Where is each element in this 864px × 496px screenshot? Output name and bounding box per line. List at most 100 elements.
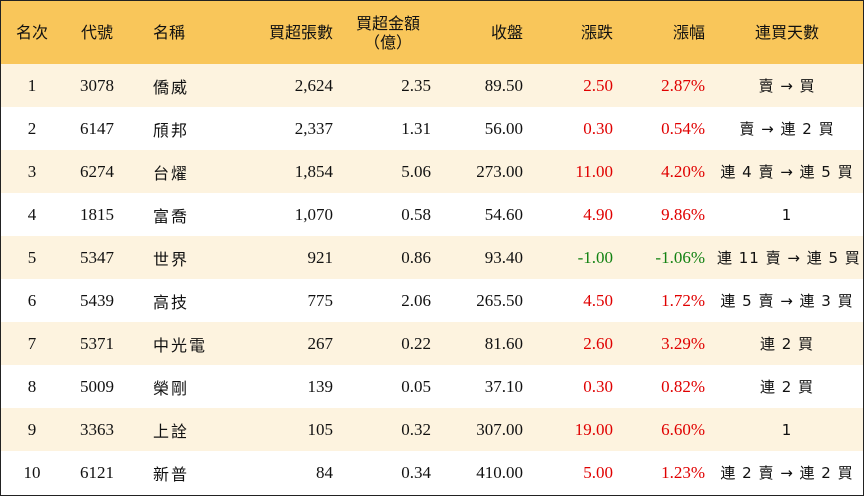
- cell-streak: 賣 → 連 2 買: [739, 120, 835, 138]
- cell-net-buy-lots: 267: [307, 333, 334, 353]
- cell-net-buy-lots: 105: [307, 419, 334, 439]
- cell-net-buy-lots: 1,854: [294, 161, 333, 181]
- cell-close: 37.10: [484, 376, 523, 396]
- cell-code: 5009: [80, 376, 114, 396]
- cell-code: 5347: [80, 247, 114, 267]
- cell-stock-name: 榮剛: [153, 378, 190, 398]
- header-net-buy-amount-line2: （億）: [363, 32, 412, 52]
- table-row: 8 5009 榮剛 139 0.05 37.10 0.30 0.82% 連 2 買: [1, 365, 863, 408]
- header-streak: 連買天數: [754, 23, 819, 42]
- cell-stock-name: 上詮: [153, 421, 190, 441]
- table-row: 6 5439 高技 775 2.06 265.50 4.50 1.72% 連 5 賣 → 連 3…: [1, 279, 863, 322]
- table-body: 1 3078 僑威 2,624 2.35 89.50 2.50 2.87% 賣 → 買 2 6147…: [1, 64, 863, 494]
- cell-close: 307.00: [476, 419, 523, 439]
- cell-rank: 10: [23, 462, 41, 482]
- table-row: 9 3363 上詮 105 0.32 307.00 19.00 6.60% 1: [1, 408, 863, 451]
- cell-rank: 5: [27, 247, 37, 267]
- cell-stock-name: 中光電: [153, 335, 208, 355]
- cell-stock-name: 頎邦: [153, 120, 190, 140]
- cell-net-buy-lots: 139: [307, 376, 334, 396]
- cell-streak: 連 2 賣 → 連 2 買: [720, 464, 854, 482]
- cell-net-buy-amount: 0.86: [401, 247, 431, 267]
- cell-code: 6147: [80, 118, 114, 138]
- cell-net-buy-amount: 1.31: [401, 118, 431, 138]
- header-net-buy-lots: 買超張數: [268, 23, 333, 42]
- header-change-pct: 漲幅: [672, 23, 705, 42]
- cell-change-pct: 0.54%: [661, 118, 705, 138]
- cell-change: 0.30: [583, 118, 613, 138]
- cell-change-pct: 1.72%: [661, 290, 705, 310]
- cell-close: 56.00: [484, 118, 523, 138]
- table-header: 名次 代號 名稱 買超張數 買超金額 （億） 收盤 漲跌 漲幅 連買天數: [1, 1, 863, 64]
- cell-code: 1815: [80, 204, 114, 224]
- cell-close: 93.40: [484, 247, 523, 267]
- cell-streak: 1: [781, 420, 793, 439]
- table-row: 1 3078 僑威 2,624 2.35 89.50 2.50 2.87% 賣 → 買: [1, 64, 863, 107]
- cell-streak: 賣 → 買: [758, 77, 816, 95]
- cell-close: 273.00: [476, 161, 523, 181]
- cell-change-pct: 4.20%: [661, 161, 705, 181]
- header-name: 名稱: [153, 23, 186, 42]
- cell-stock-name: 高技: [153, 292, 190, 312]
- cell-rank: 8: [27, 376, 37, 396]
- cell-streak: 連 11 賣 → 連 5 買: [717, 249, 861, 267]
- cell-stock-name: 富喬: [153, 206, 190, 226]
- header-net-buy-amount-line1: 買超金額: [355, 13, 420, 33]
- cell-change: 19.00: [574, 419, 613, 439]
- cell-close: 81.60: [484, 333, 523, 353]
- cell-code: 6121: [80, 462, 114, 482]
- cell-code: 5371: [80, 333, 114, 353]
- cell-change: -1.00: [577, 247, 613, 267]
- table-row: 2 6147 頎邦 2,337 1.31 56.00 0.30 0.54% 賣 → 連 2 買: [1, 107, 863, 150]
- cell-rank: 2: [27, 118, 37, 138]
- cell-stock-name: 世界: [153, 249, 190, 269]
- cell-net-buy-amount: 0.05: [401, 376, 431, 396]
- table-row: 4 1815 富喬 1,070 0.58 54.60 4.90 9.86% 1: [1, 193, 863, 236]
- cell-net-buy-amount: 0.22: [401, 333, 431, 353]
- cell-net-buy-lots: 1,070: [294, 204, 333, 224]
- cell-net-buy-amount: 0.34: [401, 462, 431, 482]
- cell-change-pct: 1.23%: [661, 462, 705, 482]
- cell-streak: 連 5 賣 → 連 3 買: [720, 292, 854, 310]
- cell-close: 265.50: [476, 290, 523, 310]
- cell-streak: 1: [781, 205, 793, 224]
- header-rank: 名次: [15, 23, 48, 42]
- cell-net-buy-lots: 84: [316, 462, 333, 482]
- header-row: 名次 代號 名稱 買超張數 買超金額 （億） 收盤 漲跌 漲幅 連買天數: [1, 1, 863, 64]
- cell-rank: 7: [27, 333, 37, 353]
- cell-change-pct: -1.06%: [655, 247, 705, 267]
- cell-change-pct: 3.29%: [661, 333, 705, 353]
- cell-change: 4.90: [583, 204, 613, 224]
- cell-change: 0.30: [583, 376, 613, 396]
- cell-stock-name: 台燿: [153, 163, 190, 183]
- cell-net-buy-lots: 921: [307, 247, 334, 267]
- cell-code: 6274: [80, 161, 114, 181]
- header-net-buy-amount: 買超金額 （億）: [339, 1, 437, 64]
- cell-change: 4.50: [583, 290, 613, 310]
- cell-close: 89.50: [484, 75, 523, 95]
- cell-net-buy-amount: 5.06: [401, 161, 431, 181]
- cell-stock-name: 僑威: [153, 77, 190, 97]
- table-row: 5 5347 世界 921 0.86 93.40 -1.00 -1.06% 連 11 賣 → 連…: [1, 236, 863, 279]
- cell-change: 2.50: [583, 75, 613, 95]
- table-row: 3 6274 台燿 1,854 5.06 273.00 11.00 4.20% 連 4 賣 → …: [1, 150, 863, 193]
- header-code: 代號: [80, 23, 113, 42]
- cell-stock-name: 新普: [153, 464, 190, 484]
- cell-net-buy-lots: 2,624: [294, 75, 333, 95]
- table-row: 10 6121 新普 84 0.34 410.00 5.00 1.23% 連 2 賣 → 連 2…: [1, 451, 863, 494]
- cell-streak: 連 2 買: [759, 335, 815, 353]
- cell-net-buy-amount: 0.58: [401, 204, 431, 224]
- cell-rank: 6: [27, 290, 37, 310]
- table-row: 7 5371 中光電 267 0.22 81.60 2.60 3.29% 連 2 買: [1, 322, 863, 365]
- cell-code: 5439: [80, 290, 114, 310]
- cell-change-pct: 9.86%: [661, 204, 705, 224]
- cell-change-pct: 6.60%: [661, 419, 705, 439]
- cell-change: 11.00: [575, 161, 613, 181]
- cell-rank: 9: [27, 419, 37, 439]
- cell-code: 3363: [80, 419, 114, 439]
- cell-change-pct: 2.87%: [661, 75, 705, 95]
- cell-close: 410.00: [476, 462, 523, 482]
- cell-rank: 1: [27, 75, 37, 95]
